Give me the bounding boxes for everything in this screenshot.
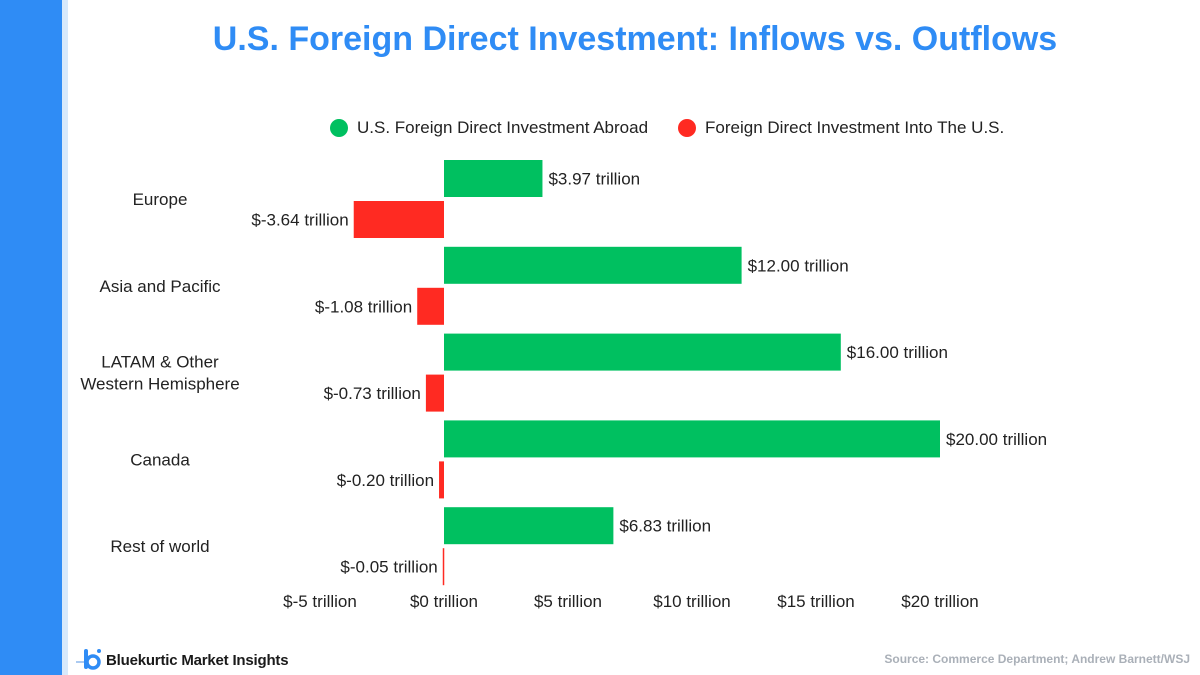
brand-name: Bluekurtic Market Insights — [106, 651, 289, 669]
legend-swatch-into-us — [678, 119, 697, 137]
x-tick-label: $20 trillion — [901, 592, 979, 611]
data-label: $16.00 trillion — [847, 343, 948, 362]
bar-into-us — [439, 461, 444, 499]
data-label: $-0.73 trillion — [324, 384, 421, 403]
chart-title: U.S. Foreign Direct Investment: Inflows … — [212, 20, 1058, 58]
category-label: Canada — [130, 450, 190, 469]
category-label: LATAM & Other Western Hemisphere — [80, 353, 239, 394]
legend-item-abroad: U.S. Foreign Direct Investment Abroad — [330, 118, 648, 138]
x-tick-label: $5 trillion — [534, 592, 602, 611]
data-label: $-3.64 trillion — [251, 211, 348, 230]
bar-into-us — [417, 287, 444, 325]
legend-label-into-us: Foreign Direct Investment Into The U.S. — [705, 118, 1005, 137]
legend-label-abroad: U.S. Foreign Direct Investment Abroad — [357, 118, 649, 137]
bar-into-us — [353, 201, 444, 238]
data-label: $-1.08 trillion — [315, 297, 412, 316]
bar-abroad — [444, 420, 940, 458]
x-tick-label: $15 trillion — [777, 592, 855, 611]
brand-logo: Bluekurtic Market Insights — [76, 648, 289, 672]
x-tick-label: $0 trillion — [410, 592, 478, 611]
category-label: Europe — [133, 190, 188, 209]
category-label: Asia and Pacific — [100, 277, 221, 296]
bar-abroad — [444, 333, 841, 371]
legend: U.S. Foreign Direct Investment Abroad Fo… — [330, 118, 1034, 138]
bar-abroad — [444, 507, 614, 545]
data-label: $3.97 trillion — [548, 170, 640, 189]
category-label: Rest of world — [110, 537, 209, 556]
data-label: $-0.05 trillion — [340, 558, 437, 577]
bluekurtic-logo-icon — [76, 649, 101, 670]
data-label: $20.00 trillion — [946, 430, 1047, 449]
legend-swatch-abroad — [330, 119, 348, 137]
bar-into-us — [425, 374, 444, 412]
data-label: $12.00 trillion — [748, 256, 849, 275]
bar-abroad — [444, 160, 543, 197]
bar-abroad — [444, 246, 742, 284]
data-label: $6.83 trillion — [619, 517, 711, 536]
source-note: Source: Commerce Department; Andrew Barn… — [884, 652, 1190, 666]
data-label: $-0.20 trillion — [337, 471, 434, 490]
legend-item-into-us: Foreign Direct Investment Into The U.S. — [678, 118, 1004, 138]
x-tick-label: $10 trillion — [653, 592, 731, 611]
side-accent-bar — [0, 0, 68, 675]
x-tick-label: $-5 trillion — [283, 592, 357, 611]
bar-into-us — [442, 548, 445, 586]
